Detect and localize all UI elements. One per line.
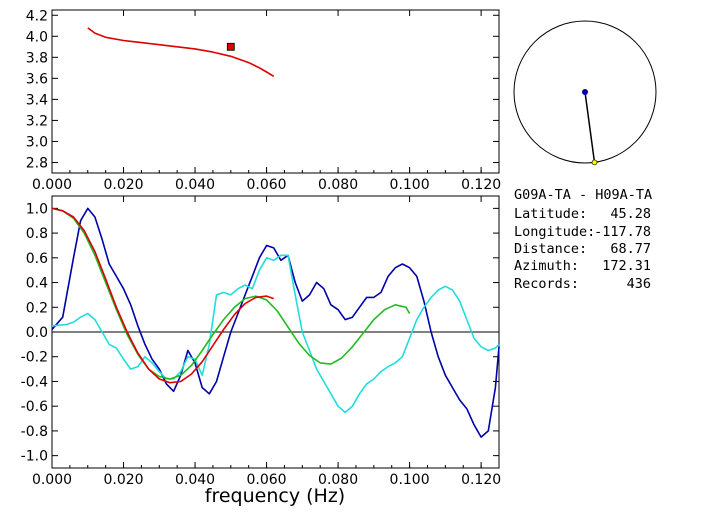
- series-line-2: [51, 207, 411, 380]
- x-tick-label: 0.100: [390, 177, 430, 193]
- y-tick-label: 0.8: [26, 226, 48, 242]
- records-label: Records:: [514, 276, 579, 292]
- x-axis-label: frequency (Hz): [205, 485, 345, 507]
- x-tick-label: 0.060: [247, 472, 287, 488]
- latitude-label: Latitude:: [514, 206, 587, 222]
- velocity-marker: [226, 42, 235, 51]
- x-tick-label: 0.120: [461, 472, 501, 488]
- y-tick-label: 3.2: [26, 113, 48, 129]
- distance-value: 68.77: [610, 241, 651, 257]
- y-tick-label: 2.8: [26, 155, 48, 171]
- y-tick-label: -1.0: [21, 449, 48, 465]
- y-tick-label: 3.4: [26, 92, 48, 108]
- x-tick-label: 0.060: [247, 177, 287, 193]
- y-tick-label: 0.4: [26, 276, 48, 292]
- y-tick-label: 4.0: [26, 29, 48, 45]
- series-line-3: [51, 207, 274, 384]
- station-dot-edge: [591, 159, 598, 166]
- y-tick-label: 3.0: [26, 134, 48, 150]
- x-tick-label: 0.020: [103, 472, 143, 488]
- x-tick-label: 0.040: [175, 472, 215, 488]
- records-value: 436: [627, 276, 651, 292]
- x-tick-label: 0.040: [175, 177, 215, 193]
- station-pair: G09A-TA - H09A-TA: [514, 187, 652, 203]
- velocity-panel-frame: [51, 9, 500, 174]
- azimuth-value: 172.31: [602, 258, 651, 274]
- y-tick-label: 3.8: [26, 50, 48, 66]
- series-line-0: [51, 207, 500, 438]
- x-tick-label: 0.000: [32, 472, 72, 488]
- station-info: G09A-TA - H09A-TA Latitude: 45.28 Longit…: [514, 187, 652, 292]
- longitude-label: Longitude:: [514, 224, 595, 240]
- x-tick-label: 0.080: [318, 177, 358, 193]
- distance-label: Distance:: [514, 241, 587, 257]
- station-dot-center: [582, 89, 588, 95]
- y-tick-label: 1.0: [26, 201, 48, 217]
- series-line-0: [87, 27, 275, 77]
- series-line-1: [51, 254, 500, 414]
- y-tick-label: -0.6: [21, 399, 48, 415]
- y-tick-label: 3.6: [26, 71, 48, 87]
- y-tick-label: 0.6: [26, 251, 48, 267]
- x-tick-label: 0.080: [318, 472, 358, 488]
- x-tick-label: 0.000: [32, 177, 72, 193]
- y-tick-label: -0.8: [21, 424, 48, 440]
- azimuth-circle-outline: [513, 20, 657, 164]
- y-tick-label: 0.0: [26, 325, 48, 341]
- azimuth-label: Azimuth:: [514, 258, 579, 274]
- latitude-value: 45.28: [610, 206, 651, 222]
- azimuth-line: [584, 91, 596, 163]
- azimuth-circle: [513, 20, 657, 166]
- x-tick-label: 0.120: [461, 177, 501, 193]
- y-tick-label: 0.2: [26, 300, 48, 316]
- x-tick-label: 0.100: [390, 472, 430, 488]
- velocity-panel: 0.000 0.020 0.040 0.060 0.080 0.100 0.120 2.8 3.…: [26, 8, 501, 193]
- y-tick-label: 4.2: [26, 8, 48, 24]
- correlation-panel-ticks: 0.000 0.020 0.040 0.060 0.080 0.100 0.120 1.0 0.…: [21, 196, 501, 488]
- y-tick-label: -0.2: [21, 350, 48, 366]
- longitude-value: -117.78: [594, 224, 651, 240]
- correlation-panel: 0.000 0.020 0.040 0.060 0.080 0.100 0.120 1.0 0.…: [21, 195, 501, 488]
- velocity-panel-series: [87, 27, 275, 77]
- velocity-panel-ticks: 0.000 0.020 0.040 0.060 0.080 0.100 0.120 2.8 3.…: [26, 8, 501, 193]
- correlation-panel-series: [51, 207, 500, 438]
- x-tick-label: 0.020: [103, 177, 143, 193]
- y-tick-label: -0.4: [21, 374, 48, 390]
